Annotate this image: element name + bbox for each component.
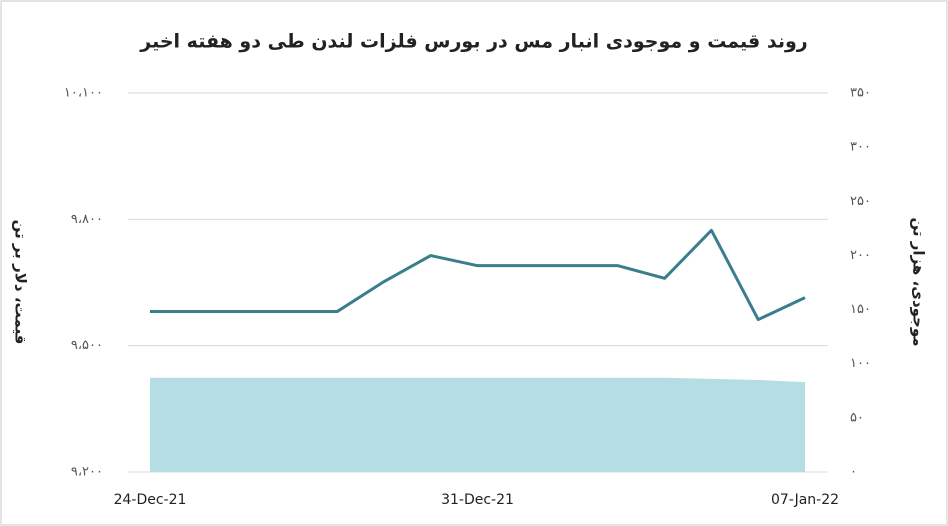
y-tick-label: ۹،۵۰۰: [71, 338, 103, 353]
y2-tick-label: ۰: [850, 465, 857, 480]
y-tick-label: ۱۰،۱۰۰: [64, 86, 103, 101]
y-axis-title: قیمت، دلار بر تن: [12, 220, 30, 345]
x-tick-label: 24-Dec-21: [114, 492, 187, 508]
y2-tick-label: ۳۵۰: [850, 86, 871, 101]
y2-axis-title: موجودی، هزار تن: [910, 217, 928, 346]
x-tick-label: 31-Dec-21: [441, 492, 514, 508]
price-line: [150, 228, 806, 322]
y2-tick-label: ۳۰۰: [850, 140, 871, 155]
y-tick-label: ۹،۲۰۰: [71, 465, 103, 480]
y2-tick-label: ۲۰۰: [850, 248, 871, 263]
inventory-area: [150, 377, 805, 472]
y2-tick-label: ۱۰۰: [850, 356, 871, 371]
y-tick-label: ۹،۸۰۰: [71, 212, 103, 227]
y2-tick-label: ۱۵۰: [850, 302, 871, 317]
chart-title: روند قیمت و موجودی انبار مس در بورس فلزا…: [139, 31, 807, 53]
y2-tick-label: ۵۰: [850, 410, 864, 425]
y2-tick-label: ۲۵۰: [850, 194, 871, 209]
x-tick-label: 07-Jan-22: [771, 492, 839, 508]
